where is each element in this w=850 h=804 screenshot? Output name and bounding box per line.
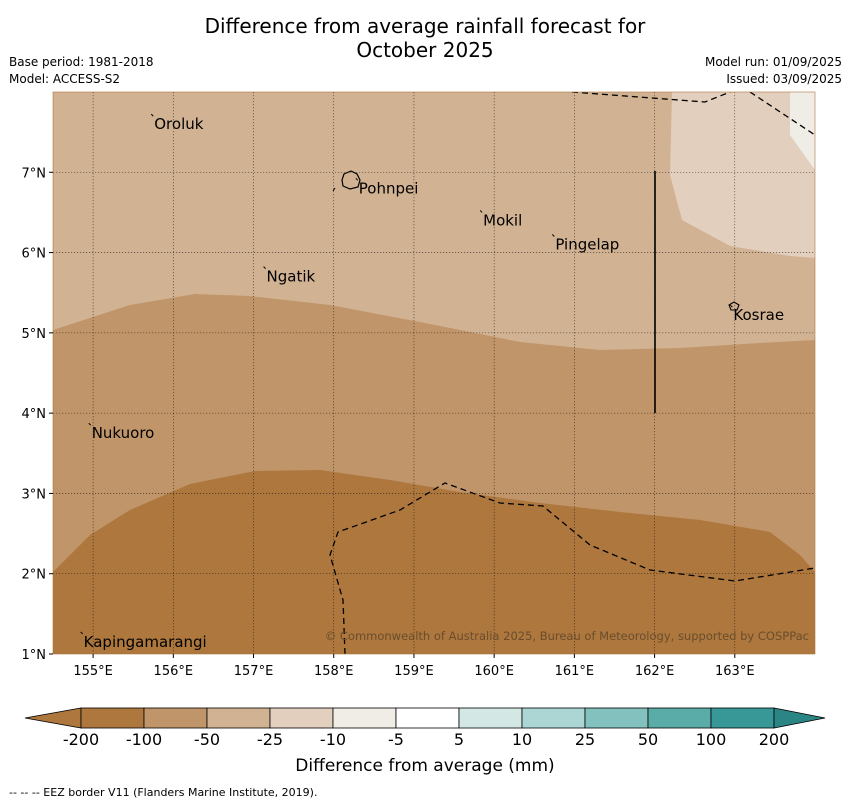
lon-tick-label: 155°E (73, 664, 113, 679)
colorbar-tick-label: 200 (759, 730, 790, 749)
place-marker (80, 631, 84, 635)
title-line-2: October 2025 (356, 38, 494, 62)
lon-tick-label: 156°E (154, 664, 194, 679)
map-title: Difference from average rainfall forecas… (0, 14, 850, 62)
colorbar-tick-label: -200 (63, 730, 99, 749)
lat-tick-label: 5°N (22, 327, 47, 342)
colorbar-tick-label: 100 (696, 730, 727, 749)
colorbar-tick-label: -5 (388, 730, 404, 749)
colorbar-tick-label: 50 (638, 730, 658, 749)
lat-tick-label: 7°N (22, 166, 47, 181)
colorbar-extend-high (773, 707, 826, 729)
colorbar-segment (332, 707, 397, 729)
colorbar-tick-label: 5 (454, 730, 464, 749)
place-marker (355, 177, 359, 181)
place-label: Pohnpei (359, 179, 419, 197)
lon-tick-label: 159°E (394, 664, 434, 679)
lon-tick-label: 157°E (234, 664, 274, 679)
place-label: Oroluk (154, 115, 203, 133)
colorbar-segment (584, 707, 649, 729)
place-marker (263, 266, 266, 269)
model-run: Model run: 01/09/2025 (704, 55, 842, 69)
colorbar-segment (521, 707, 586, 729)
colorbar-segment (395, 707, 460, 729)
colorbar-segment (269, 707, 334, 729)
colorbar-tick-label: 25 (575, 730, 595, 749)
band-minus-25 (670, 92, 815, 258)
place-label: Kosrae (733, 306, 784, 324)
lon-tick-label: 163°E (715, 664, 755, 679)
place-marker (479, 210, 483, 213)
colorbar-tick-label: -50 (194, 730, 220, 749)
place-labels: Oroluk Pohnpei Mokil Pingelap Ngatik Kosrae Nu… (80, 113, 784, 651)
colorbar-segment (143, 707, 208, 729)
colorbar-segment (206, 707, 271, 729)
eez-borders (329, 92, 815, 654)
colorbar-tick-label: 10 (512, 730, 532, 749)
eez-border-north (571, 92, 815, 136)
place-marker (730, 304, 733, 308)
place-label: Kapingamarangi (84, 633, 207, 651)
colorbar-segment (647, 707, 712, 729)
place-label: Nukuoro (92, 424, 155, 442)
graticule (53, 92, 815, 654)
lat-tick-label: 2°N (22, 568, 47, 583)
lat-tick-label: 3°N (22, 487, 47, 502)
map-frame (52, 91, 816, 655)
lat-tick-label: 1°N (22, 648, 47, 663)
lon-tick-label: 162°E (635, 664, 675, 679)
place-label: Mokil (483, 211, 522, 229)
colorbar-tick-label: -10 (320, 730, 346, 749)
lat-tick-label: 4°N (22, 407, 47, 422)
map-area: Oroluk Pohnpei Mokil Pingelap Ngatik Kosrae Nu… (53, 92, 815, 654)
lat-tick-label: 6°N (22, 247, 47, 262)
colorbar-segment (458, 707, 523, 729)
band-minus-200 (53, 470, 815, 654)
place-marker (88, 422, 92, 426)
copyright-text: © Commonwealth of Australia 2025, Bureau… (325, 629, 809, 643)
meta-right: Model run: 01/09/2025 Issued: 03/09/2025 (705, 54, 842, 88)
colorbar: -200 -100 -50 -25 -10 -5 5 10 25 50 100 200 (24, 707, 826, 749)
pohnpei-island-outline (341, 170, 361, 190)
issued-date: Issued: 03/09/2025 (726, 72, 842, 86)
place-marker (150, 113, 154, 117)
colorbar-segment (80, 707, 145, 729)
colorbar-tick-label: -25 (257, 730, 283, 749)
place-marker (551, 234, 555, 237)
lon-tick-label: 161°E (555, 664, 595, 679)
lon-tick-label: 158°E (314, 664, 354, 679)
meta-left: Base period: 1981-2018 Model: ACCESS-S2 (9, 54, 154, 88)
pohnpei-reef-mark (332, 187, 336, 192)
colorbar-extend-low (24, 707, 82, 729)
colorbar-title: Difference from average (mm) (295, 756, 555, 776)
axis-ticks: 155°E 156°E 157°E 158°E 159°E 160°E 161°E 162°E… (22, 166, 755, 679)
place-label: Ngatik (267, 268, 316, 286)
eez-footnote: -- -- -- EEZ border V11 (Flanders Marine… (9, 786, 318, 799)
kosrae-island-outline (728, 301, 740, 311)
eez-border-south (329, 482, 815, 654)
colorbar-tick-label: -100 (126, 730, 162, 749)
colorbar-segment (710, 707, 775, 729)
lon-tick-label: 160°E (474, 664, 514, 679)
title-line-1: Difference from average rainfall forecas… (204, 14, 646, 38)
model-name: Model: ACCESS-S2 (9, 72, 121, 86)
band-minus-10 (790, 92, 815, 170)
base-period: Base period: 1981-2018 (9, 55, 154, 69)
place-label: Pingelap (555, 236, 619, 254)
map-figure: Oroluk Pohnpei Mokil Pingelap Ngatik Kosrae Nu… (22, 91, 826, 749)
